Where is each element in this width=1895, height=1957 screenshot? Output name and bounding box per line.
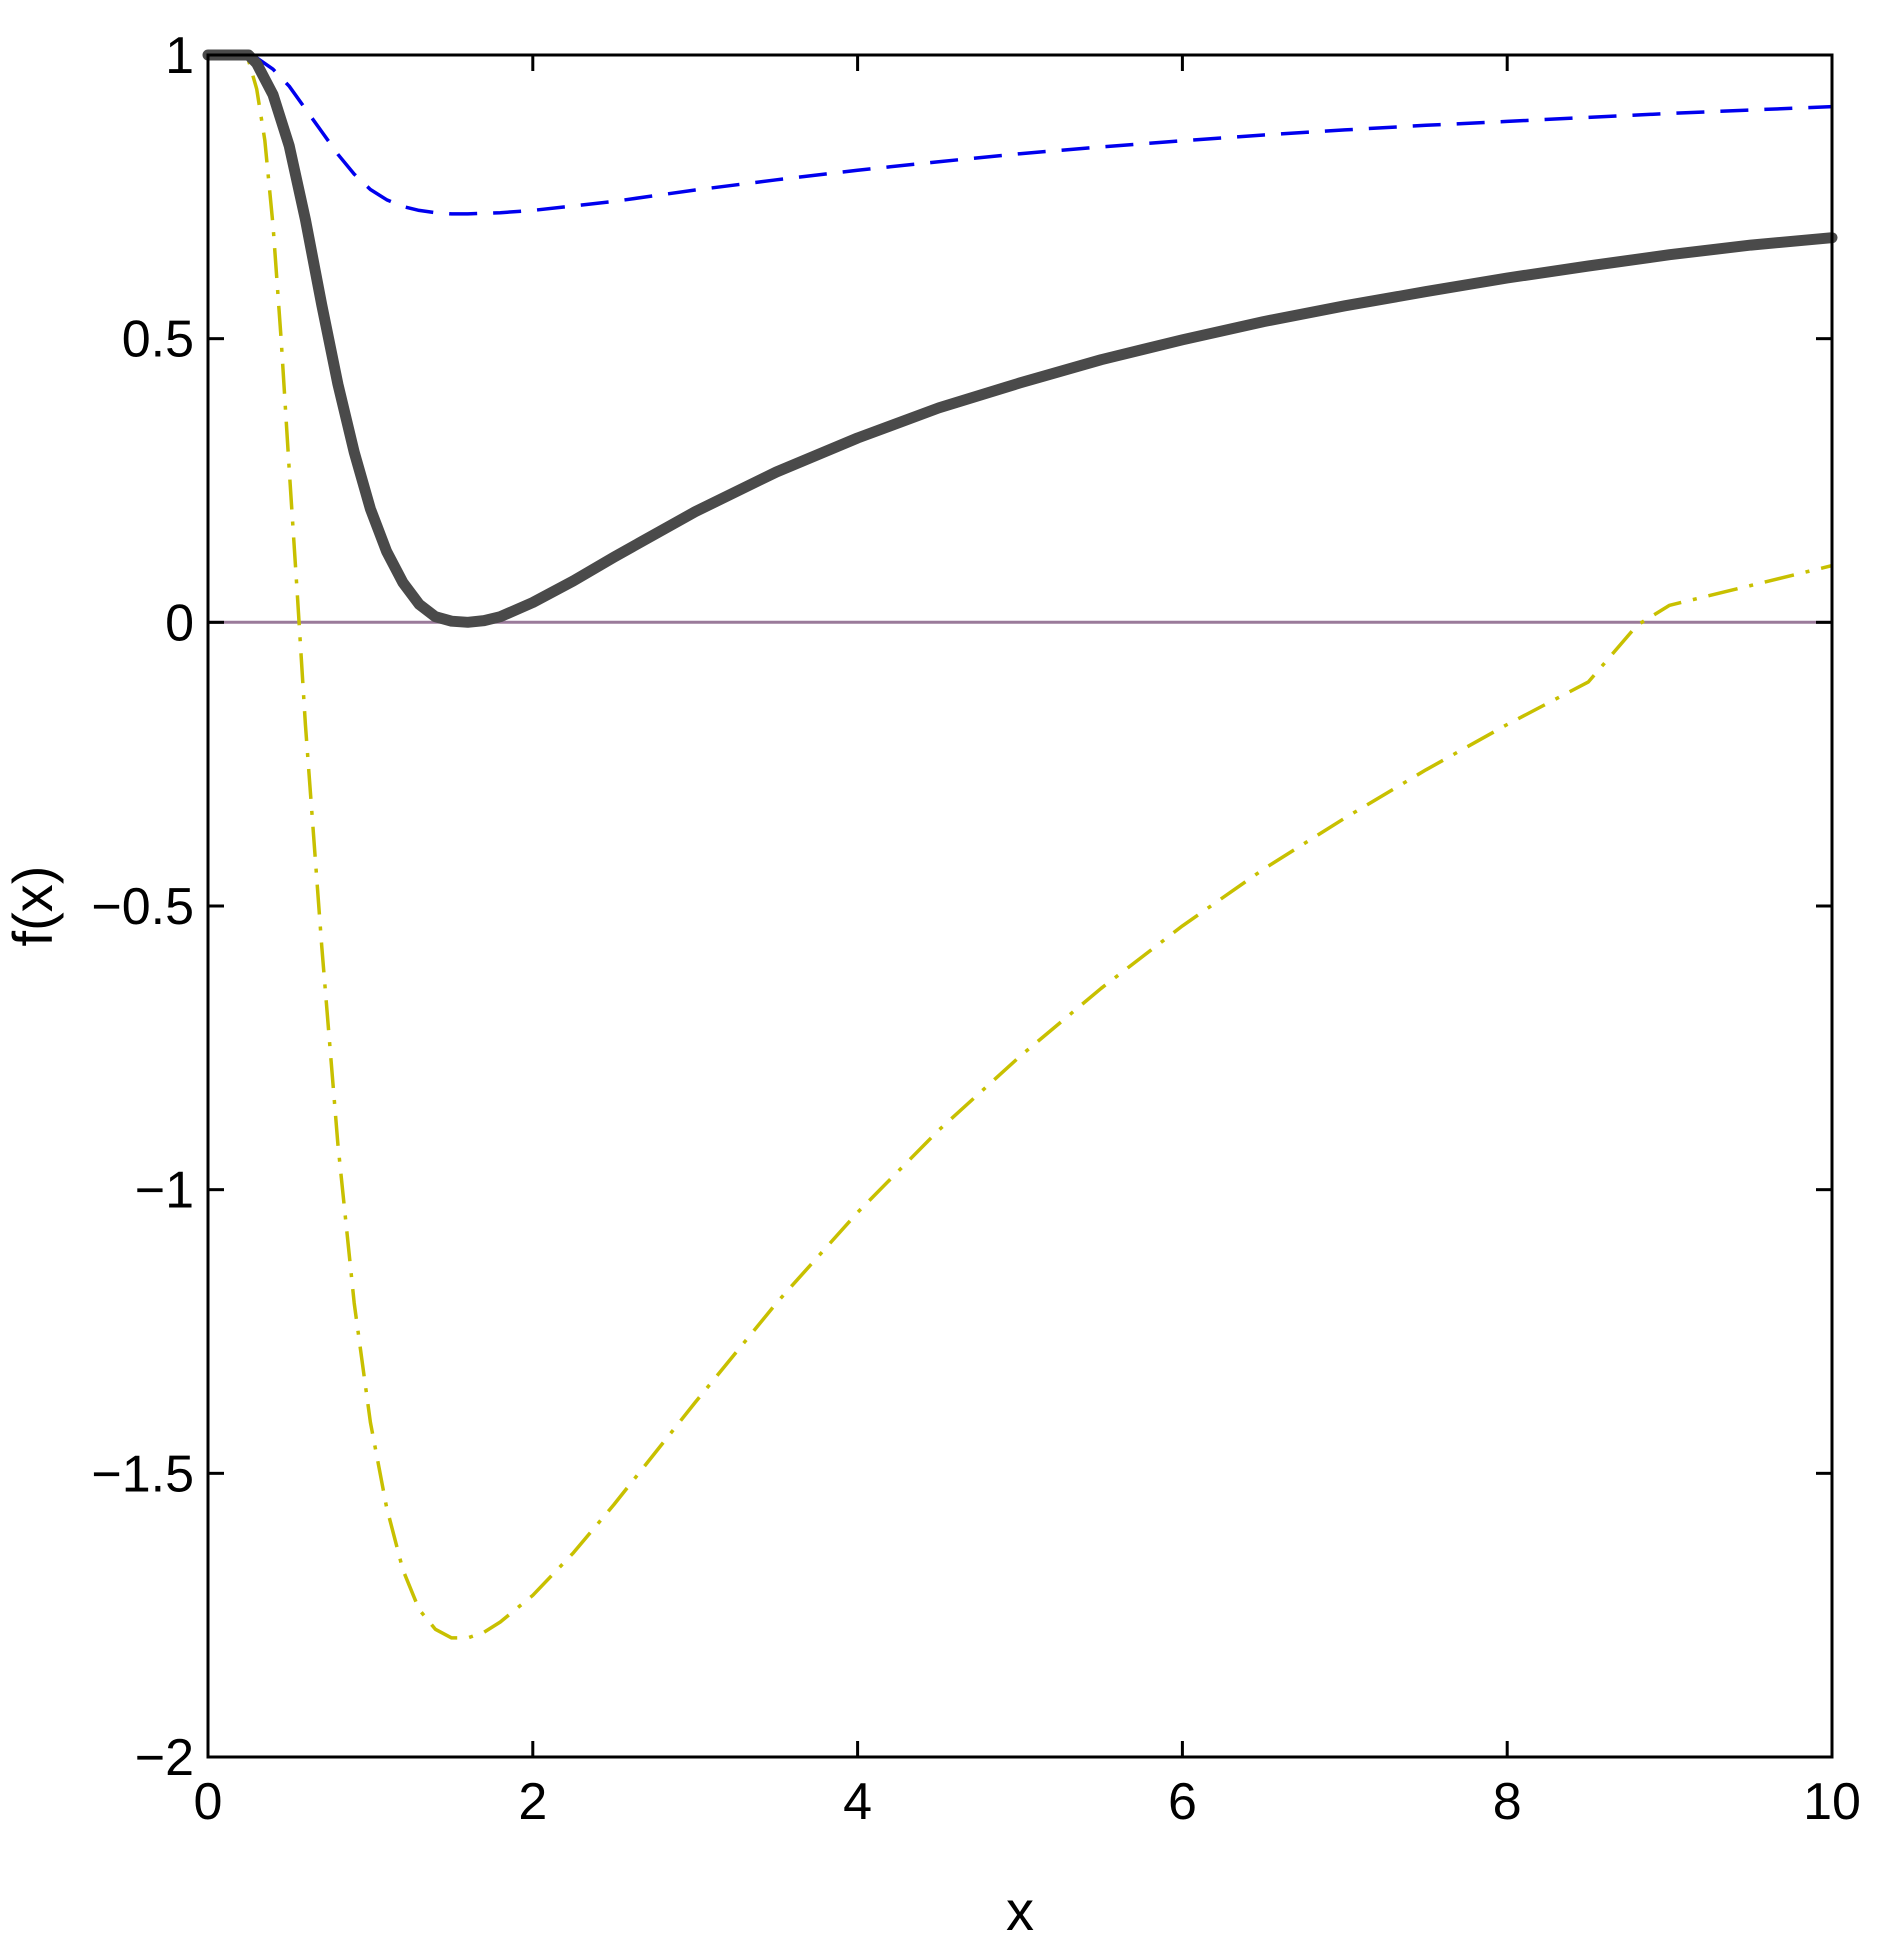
x-tick-labels: 0 2 4 6 8 10: [194, 1773, 1861, 1831]
series-line-1: [208, 53, 1833, 216]
y-tick-label: 0.5: [122, 311, 194, 369]
series-line-0: [202, 49, 1838, 628]
x-tick-label: 10: [1803, 1773, 1861, 1831]
y-tick-label: 0: [165, 594, 194, 652]
x-tick-label: 6: [1168, 1773, 1197, 1831]
y-tick-label: −1: [135, 1162, 194, 1220]
y-tick-labels: 1 0.5 0 −0.5 −1 −1.5 −2: [91, 27, 194, 1787]
y-tick-label: −1.5: [91, 1445, 194, 1503]
x-axis-title: x: [1006, 1879, 1034, 1942]
x-tick-label: 0: [194, 1773, 223, 1831]
y-tick-label: −2: [135, 1729, 194, 1787]
series-layer: [202, 49, 1838, 1640]
x-tick-label: 2: [518, 1773, 547, 1831]
y-tick-label: −0.5: [91, 878, 194, 936]
series-line-2: [208, 53, 1833, 1640]
y-tick-label: 1: [165, 27, 194, 85]
ticks-layer: [206, 53, 1834, 1759]
x-tick-label: 8: [1493, 1773, 1522, 1831]
y-axis-title: f(x): [1, 866, 64, 947]
plot-frame: [206, 53, 1834, 1759]
x-tick-label: 4: [843, 1773, 872, 1831]
